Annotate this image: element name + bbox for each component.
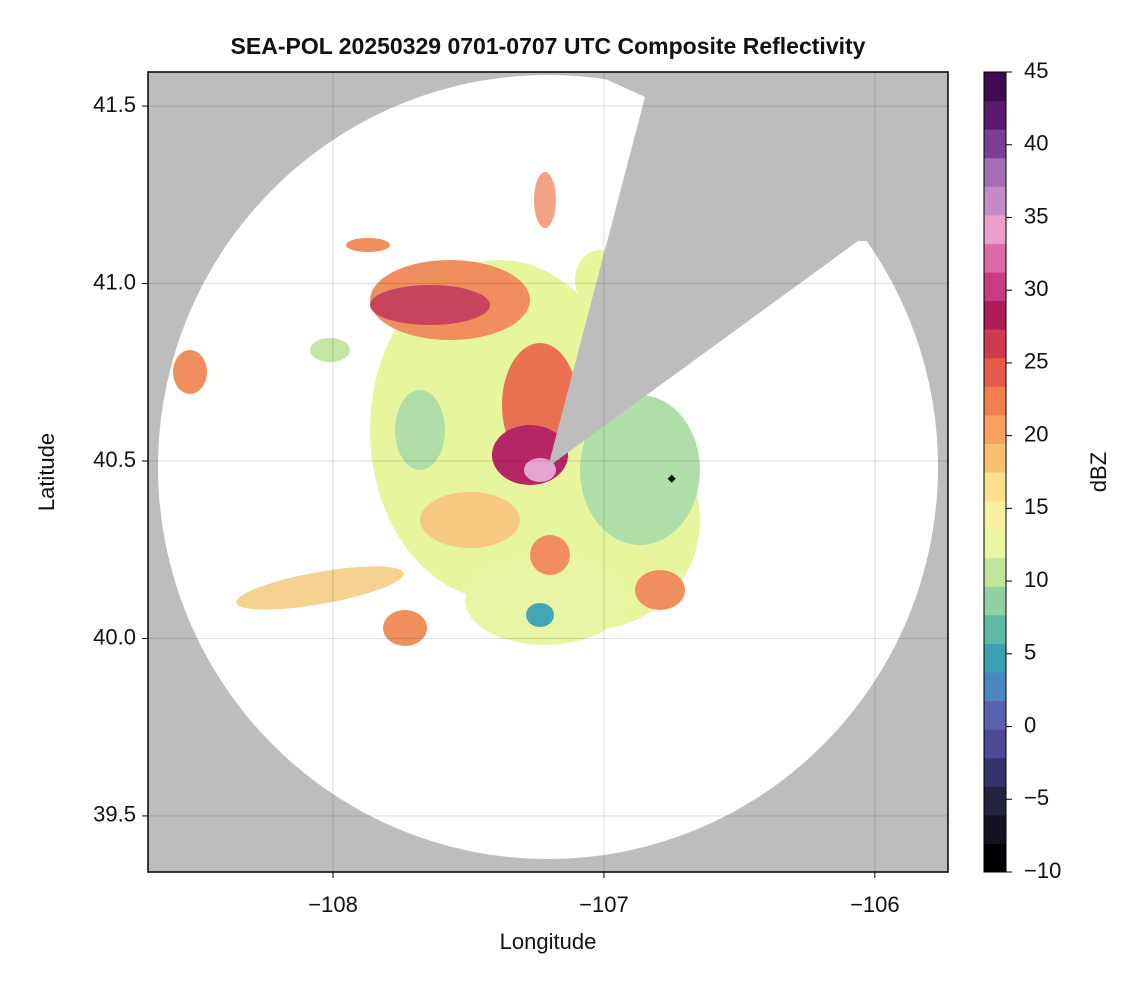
plot-frame	[147, 71, 949, 873]
colorbar-tick-label: 15	[1024, 494, 1048, 519]
echo	[534, 172, 556, 228]
echo	[346, 238, 390, 252]
colorbar	[984, 72, 1006, 873]
colorbar-tick-label: 5	[1024, 640, 1036, 665]
colorbar-band	[984, 786, 1006, 816]
colorbar-band	[984, 472, 1006, 502]
colorbar-tick-label: −5	[1024, 785, 1049, 810]
colorbar-tick-label: 0	[1024, 712, 1036, 737]
colorbar-band	[984, 729, 1006, 759]
colorbar-tick-label: 25	[1024, 349, 1048, 374]
x-tick-label: −107	[579, 892, 629, 917]
colorbar-band	[984, 129, 1006, 159]
echo	[465, 555, 625, 645]
colorbar-tick-label: −10	[1024, 858, 1061, 883]
x-axis-label: Longitude	[500, 929, 597, 954]
colorbar-band	[984, 157, 1006, 187]
colorbar-band	[984, 443, 1006, 473]
colorbar-band	[984, 329, 1006, 359]
echo	[236, 566, 404, 610]
colorbar-band	[984, 643, 1006, 673]
echo	[530, 535, 570, 575]
colorbar-label: dBZ	[1086, 452, 1111, 492]
echo	[580, 395, 700, 545]
echo	[420, 492, 520, 548]
colorbar-band	[984, 700, 1006, 730]
colorbar-band	[984, 186, 1006, 216]
x-tick-label: −108	[308, 892, 358, 917]
colorbar-tick-label: 45	[1024, 58, 1048, 83]
colorbar-band	[984, 72, 1006, 102]
colorbar-tick-label: 40	[1024, 131, 1048, 156]
colorbar-band	[984, 300, 1006, 330]
grid	[148, 72, 948, 872]
echo	[370, 285, 490, 325]
colorbar-band	[984, 586, 1006, 616]
y-tick-label: 41.0	[93, 269, 136, 294]
y-tick-label: 41.5	[93, 92, 136, 117]
colorbar-band	[984, 100, 1006, 130]
y-tick-label: 40.0	[93, 624, 136, 649]
echo	[173, 350, 207, 394]
echo	[395, 390, 445, 470]
blocked-sector	[548, 72, 948, 467]
x-tick-label: −106	[850, 892, 900, 917]
colorbar-band	[984, 757, 1006, 787]
colorbar-frame	[983, 71, 1007, 873]
y-axis-label: Latitude	[34, 433, 59, 511]
colorbar-band	[984, 557, 1006, 587]
site-marker	[667, 474, 676, 483]
colorbar-tick-label: 10	[1024, 567, 1048, 592]
radar-image	[158, 72, 948, 859]
colorbar-tick-label: 35	[1024, 203, 1048, 228]
echo	[524, 458, 556, 482]
colorbar-band	[984, 414, 1006, 444]
chart-title: SEA-POL 20250329 0701-0707 UTC Composite…	[231, 33, 866, 59]
y-tick-label: 39.5	[93, 802, 136, 827]
echo	[635, 570, 685, 610]
echoes	[173, 172, 700, 646]
colorbar-band	[984, 243, 1006, 273]
colorbar-band	[984, 614, 1006, 644]
colorbar-band	[984, 843, 1006, 873]
colorbar-band	[984, 672, 1006, 702]
colorbar-band	[984, 529, 1006, 559]
echo	[526, 603, 554, 627]
colorbar-tick-label: 20	[1024, 421, 1048, 446]
colorbar-band	[984, 386, 1006, 416]
colorbar-band	[984, 814, 1006, 844]
colorbar-band	[984, 500, 1006, 530]
echo	[383, 610, 427, 646]
colorbar-band	[984, 272, 1006, 302]
y-tick-label: 40.5	[93, 447, 136, 472]
colorbar-band	[984, 214, 1006, 244]
echo	[310, 338, 350, 362]
colorbar-tick-label: 30	[1024, 276, 1048, 301]
colorbar-band	[984, 357, 1006, 387]
